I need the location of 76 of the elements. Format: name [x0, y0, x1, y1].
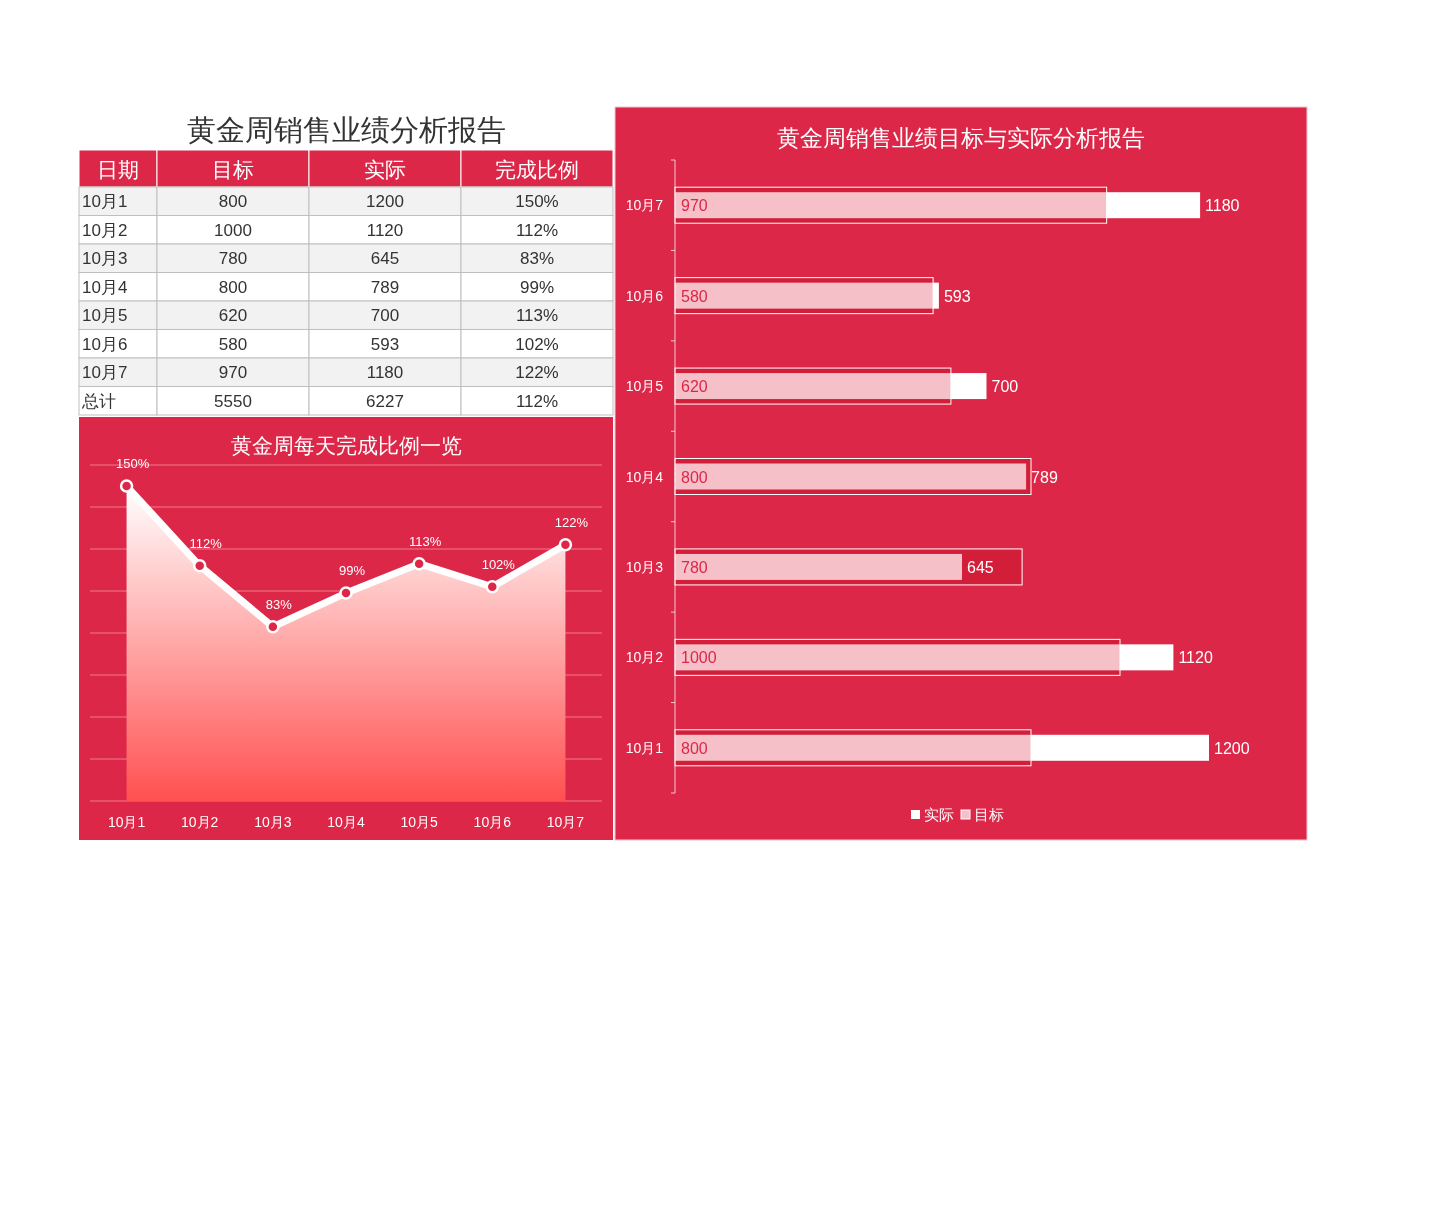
- data-label: 1180: [1205, 197, 1240, 215]
- data-label: 1120: [1178, 649, 1213, 667]
- data-label: 99%: [338, 563, 366, 579]
- data-label: 593: [370, 334, 400, 354]
- data-label: 150%: [515, 192, 559, 211]
- data-label: 970: [681, 197, 708, 215]
- x-tick-label: 10月5: [400, 814, 439, 830]
- data-label: 789: [370, 277, 400, 297]
- data-label: 800: [218, 277, 248, 297]
- y-tick-label: 10月4: [625, 468, 664, 485]
- data-label: 580: [681, 287, 708, 305]
- data-label: 800: [681, 468, 708, 486]
- series-label: 实际: [364, 158, 406, 181]
- data-label: 800: [681, 739, 708, 757]
- x-tick-label: 10月2: [181, 814, 219, 830]
- y-tick-label: 10月1: [625, 739, 664, 756]
- legend-label: 实际: [924, 806, 954, 823]
- data-label: 620: [218, 306, 248, 325]
- category-label: 10月7: [82, 363, 128, 382]
- data-label: 112%: [515, 220, 559, 240]
- data-label: 1000: [214, 220, 252, 240]
- legend-label: 目标: [974, 806, 1004, 823]
- data-label: 112%: [189, 535, 223, 551]
- data-label: 122%: [554, 514, 589, 530]
- data-label: 102%: [515, 334, 559, 354]
- category-label: 10月3: [82, 249, 128, 268]
- data-label: 580: [218, 334, 248, 354]
- y-tick-label: 10月7: [625, 197, 664, 214]
- data-label: 620: [681, 378, 708, 396]
- data-label: 970: [218, 363, 248, 382]
- data-label: 112%: [515, 391, 559, 411]
- data-label: 645: [370, 249, 400, 268]
- series-label: 完成比例: [495, 158, 579, 181]
- x-tick-label: 10月7: [546, 814, 585, 830]
- x-tick-label: 10月4: [327, 814, 365, 830]
- data-label: 99%: [519, 277, 555, 297]
- data-label: 1200: [366, 192, 404, 211]
- data-label: 700: [370, 306, 400, 325]
- data-label: 1200: [1214, 739, 1250, 757]
- data-label: 113%: [408, 533, 442, 549]
- data-label: 780: [681, 558, 708, 576]
- text: 黄金周销售业绩分析报告: [186, 114, 506, 146]
- category-label: 10月2: [82, 220, 128, 240]
- y-tick-label: 10月3: [625, 558, 664, 575]
- data-label: 6227: [366, 391, 404, 411]
- data-label: 700: [991, 378, 1019, 396]
- data-label: 789: [1031, 468, 1058, 486]
- data-label: 800: [218, 192, 248, 211]
- data-label: 113%: [515, 306, 559, 325]
- data-label: 1120: [366, 220, 404, 240]
- chart-title: 黄金周销售业绩目标与实际分析报告: [777, 125, 1145, 151]
- data-label: 83%: [519, 249, 555, 268]
- series-label: 目标: [212, 158, 254, 181]
- category-label: 10月6: [82, 334, 128, 354]
- data-label: 150%: [115, 456, 150, 471]
- data-label: 5550: [214, 391, 252, 411]
- data-label: 1000: [681, 649, 717, 667]
- data-label: 1180: [366, 363, 404, 382]
- data-label: 102%: [481, 556, 516, 572]
- data-label: 780: [218, 249, 248, 268]
- x-tick-label: 10月3: [254, 814, 292, 830]
- chart-title: 黄金周每天完成比例一览: [230, 434, 462, 457]
- category-label: 10月5: [82, 306, 128, 325]
- x-tick-label: 10月6: [473, 814, 512, 830]
- data-label: 593: [943, 287, 971, 305]
- data-label: 83%: [265, 596, 293, 612]
- data-label: 122%: [515, 363, 559, 382]
- y-tick-label: 10月6: [625, 287, 664, 304]
- y-tick-label: 10月2: [625, 649, 664, 666]
- y-tick-label: 10月5: [625, 378, 664, 395]
- data-label: 645: [967, 558, 994, 576]
- category-label: 10月1: [82, 192, 128, 211]
- category-label: 10月4: [82, 277, 128, 297]
- x-tick-label: 10月1: [107, 814, 146, 830]
- text: 日期: [97, 158, 139, 181]
- category-label: 总计: [81, 391, 116, 411]
